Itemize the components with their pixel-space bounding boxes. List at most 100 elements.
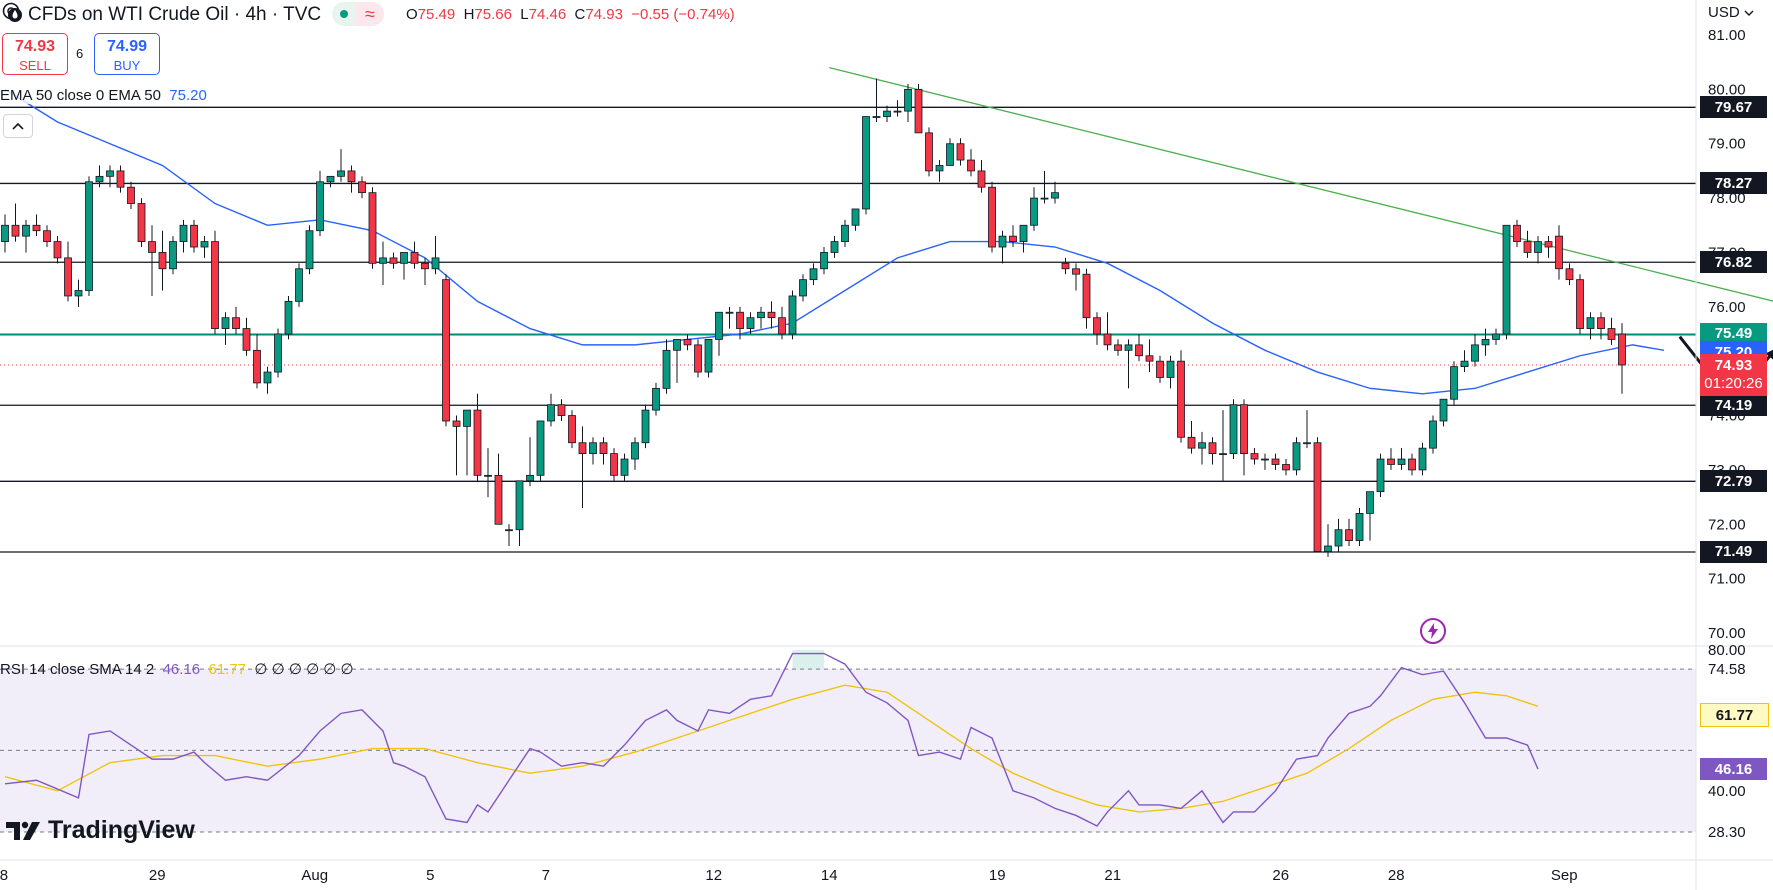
candle [736, 306, 744, 340]
candle-body [211, 241, 219, 329]
candle-body [1103, 333, 1112, 346]
level-price-tag: 76.82 [1700, 251, 1767, 274]
candle [316, 170, 324, 237]
candle-body [1051, 192, 1059, 199]
candle [32, 214, 41, 237]
currency-selector[interactable]: USD [1708, 4, 1754, 21]
candle-body [662, 349, 671, 389]
time-tick-label: Aug [301, 867, 328, 884]
symbol-title-text: CFDs on WTI Crude Oil · 4h · TVC [28, 4, 322, 25]
candle [1376, 453, 1385, 498]
delay-wave-icon[interactable]: ≈ [356, 2, 384, 26]
lightning-icon[interactable] [1419, 617, 1447, 645]
time-axis[interactable]: 28 29 Aug 5 7 12 14 19 21 26 28 Sep [0, 867, 1578, 884]
candle-body [1607, 328, 1616, 340]
candle-body [1177, 360, 1185, 438]
candle [862, 116, 870, 215]
candle [830, 236, 839, 258]
candle [641, 404, 650, 449]
candle-body [746, 317, 755, 329]
tradingview-logo[interactable]: TradingView [6, 816, 195, 845]
candle-body [694, 344, 702, 373]
rsi-sma-line [4, 684, 1539, 813]
candle [452, 415, 461, 476]
candle [1114, 339, 1122, 356]
time-tick-label: 7 [542, 867, 550, 884]
candle [1471, 334, 1479, 367]
live-dot-icon[interactable] [332, 2, 356, 26]
candle [683, 334, 692, 351]
collapse-legend-button[interactable] [3, 114, 33, 138]
candle [893, 100, 902, 117]
candle [22, 219, 30, 253]
candle-body [1576, 279, 1584, 329]
sell-button[interactable]: 74.93 SELL [2, 33, 68, 75]
ema-line [4, 88, 1665, 395]
ema-legend[interactable]: EMA 50 close 0 EMA 50 75.20 [0, 87, 207, 104]
candle [274, 328, 282, 378]
candle [1366, 491, 1374, 541]
candle-body [1408, 458, 1416, 471]
candle-body [337, 170, 345, 177]
candle-body [64, 257, 72, 297]
candle [715, 311, 723, 356]
candle [1397, 448, 1406, 470]
candle-body [1418, 447, 1427, 471]
rsi-legend-value: 46.16 [162, 661, 201, 678]
candle-body [505, 529, 513, 532]
candle-body [914, 88, 923, 134]
rsi-legend[interactable]: RSI 14 close SMA 14 2 46.16 61.77 ∅ ∅ ∅ … [0, 660, 354, 678]
candle-body [1618, 333, 1626, 366]
low-value: 74.46 [528, 6, 567, 23]
candle-body [1544, 241, 1553, 248]
candle-body [1439, 398, 1448, 422]
price-tick-label: 81.00 [1708, 27, 1746, 44]
candle [148, 225, 156, 296]
candle [1198, 431, 1206, 465]
candle-body [1555, 235, 1563, 270]
candle-body [379, 257, 387, 264]
candle [431, 236, 440, 275]
candle [389, 252, 398, 269]
buy-button[interactable]: 74.99 BUY [94, 33, 160, 75]
candle-body [841, 224, 849, 242]
candle [673, 339, 681, 383]
candle [106, 165, 114, 188]
candle-body [1387, 458, 1395, 465]
candle-body [1187, 436, 1196, 449]
trendline-segment [829, 66, 1773, 302]
market-status-badges[interactable]: ≈ [332, 2, 384, 26]
candle-body [1156, 360, 1164, 378]
price-tick-label: 80.00 [1708, 81, 1746, 98]
candle [1481, 328, 1490, 356]
candle-body [725, 311, 734, 314]
candle [1334, 518, 1343, 552]
rsi-price-tag: 46.16 [1700, 758, 1767, 781]
candle [547, 393, 555, 427]
candle-body [893, 110, 902, 113]
candle-body [1208, 442, 1217, 454]
symbol-title[interactable]: CFDs on WTI Crude Oil · 4h · TVC [8, 4, 321, 26]
candle-body [610, 453, 618, 476]
candle [578, 426, 587, 508]
candle [1103, 312, 1112, 351]
candle-body [1145, 355, 1154, 362]
candle-body [652, 387, 660, 411]
candle [1093, 312, 1101, 345]
candle-body [1586, 317, 1595, 329]
candle [95, 165, 104, 188]
change-value: −0.55 (−0.74%) [631, 6, 735, 23]
candle-body [158, 252, 167, 270]
candle [725, 306, 734, 329]
candle-body [809, 268, 818, 281]
candle [1450, 361, 1458, 405]
ema-legend-text: EMA 50 close 0 EMA 50 [0, 87, 161, 104]
rsi-tick-label: 28.30 [1708, 824, 1746, 841]
candle-body [137, 203, 146, 242]
candle-body [11, 224, 20, 237]
candle [1292, 437, 1301, 476]
candle-body [200, 241, 209, 248]
bar-countdown: 01:20:26 [1704, 374, 1763, 392]
candle [1166, 355, 1175, 389]
